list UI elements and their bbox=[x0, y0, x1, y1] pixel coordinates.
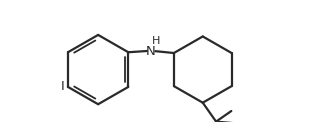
Text: I: I bbox=[61, 80, 65, 93]
Text: N: N bbox=[146, 45, 156, 58]
Text: H: H bbox=[152, 36, 161, 46]
